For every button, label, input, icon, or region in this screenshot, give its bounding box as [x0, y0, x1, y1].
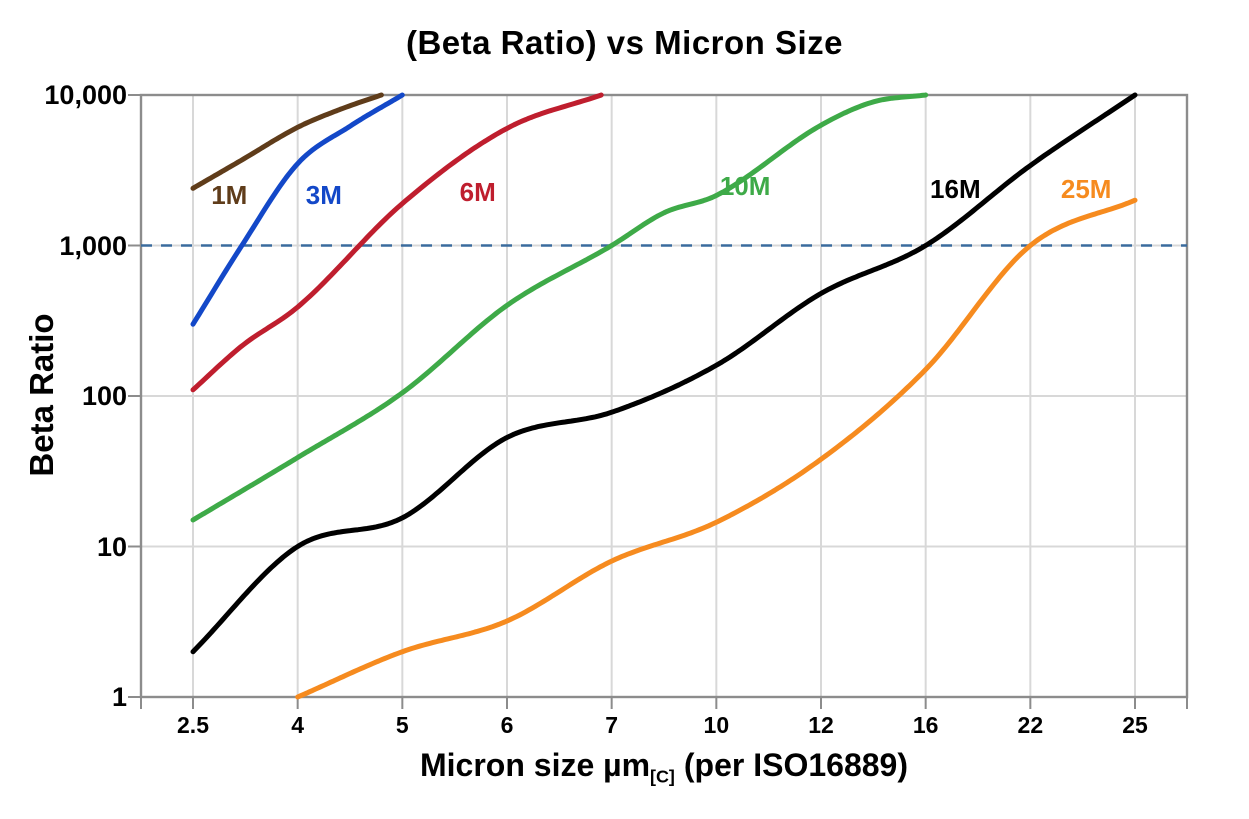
x-axis-title-subscript: [C]: [650, 766, 675, 787]
series-line-25M: [295, 197, 1138, 700]
x-axis-title: Micron size µm[C] (per ISO16889): [0, 747, 1249, 787]
series-label-25M: 25M: [1061, 174, 1112, 204]
series-label-3M: 3M: [306, 180, 342, 210]
series-line-1M: [190, 92, 384, 191]
series-label-1M: 1M: [211, 180, 247, 210]
series-line-3M: [190, 92, 405, 327]
series-label-6M: 6M: [460, 177, 496, 207]
chart-title: (Beta Ratio) vs Micron Size: [405, 24, 844, 61]
series-label-10M: 10M: [720, 171, 771, 201]
series-line-10M: [190, 92, 929, 523]
series-line-16M: [190, 92, 1138, 655]
series-line-6M: [190, 92, 604, 393]
x-axis-title-main: Micron size µm: [419, 747, 651, 783]
series-label-16M: 16M: [930, 174, 981, 204]
x-axis-title-tail: (per ISO16889): [683, 747, 908, 783]
